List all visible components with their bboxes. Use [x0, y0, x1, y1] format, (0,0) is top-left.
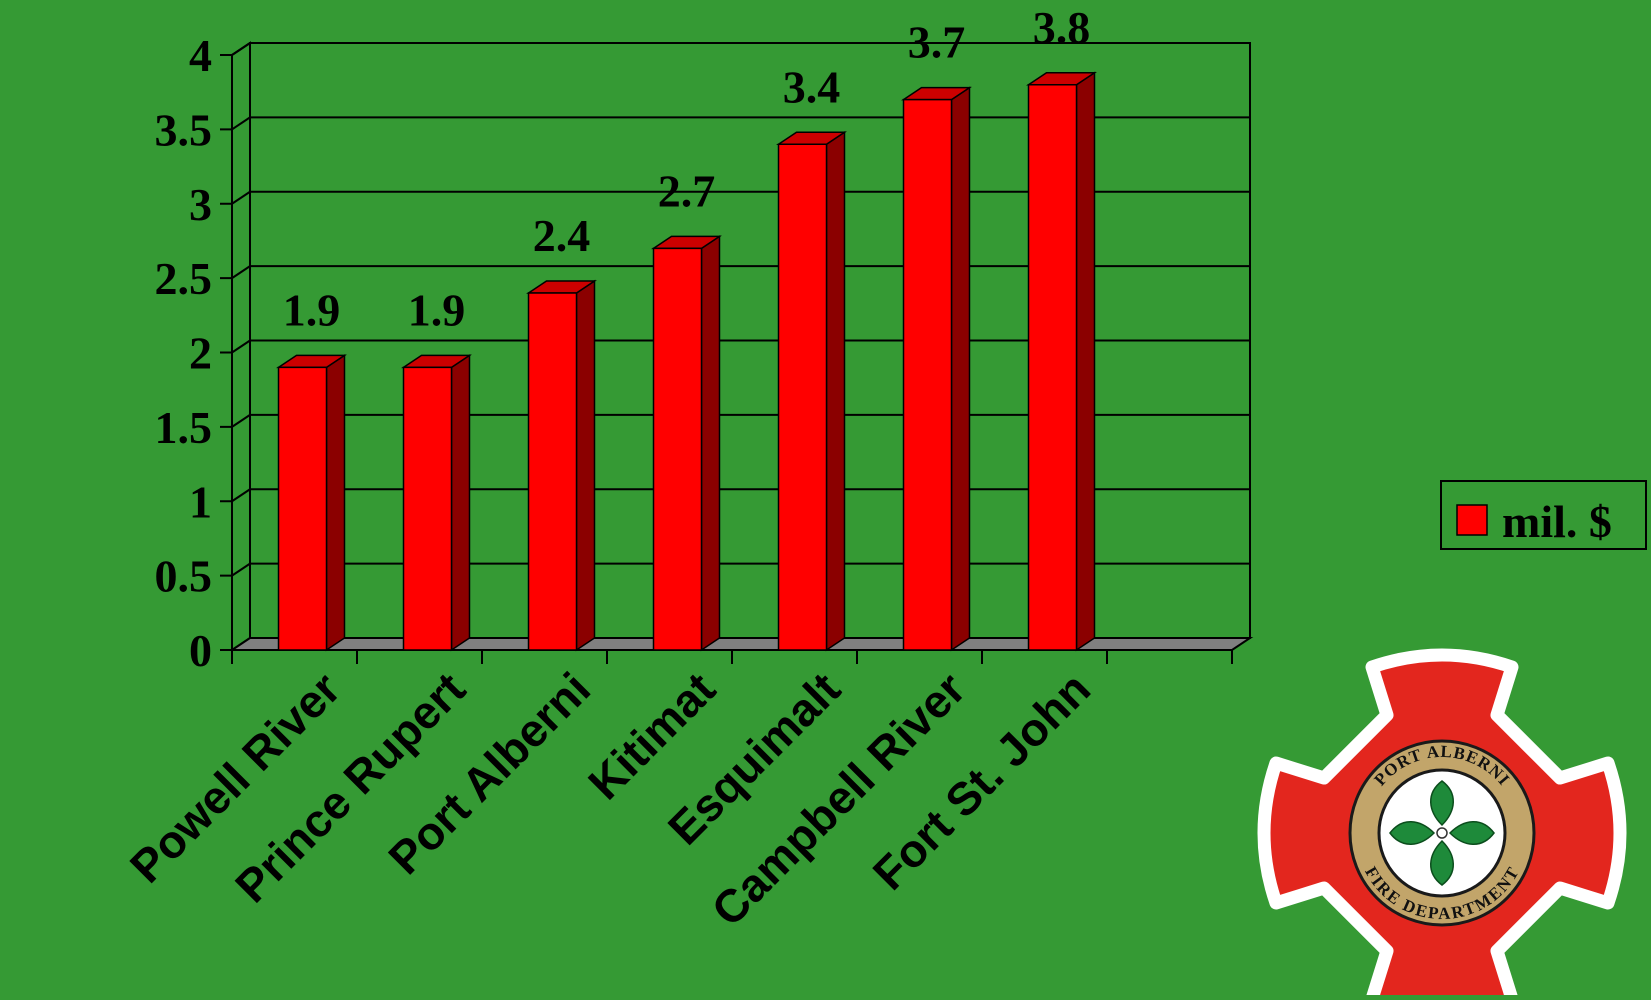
leaf-cluster-icon [1389, 780, 1495, 886]
bar-side [825, 130, 846, 652]
bar-side [575, 279, 596, 652]
y-tick-label: 0.5 [155, 551, 213, 602]
gridline-depth [231, 562, 251, 577]
gridline-depth [231, 265, 251, 279]
legend-box [1440, 480, 1647, 550]
gridlines [231, 42, 1250, 577]
plot-area [231, 41, 1251, 652]
bar [401, 353, 472, 652]
bar [1026, 71, 1097, 652]
chart-floor [228, 637, 1254, 651]
gridline-depth [231, 414, 251, 428]
y-tick-label: 1.5 [155, 402, 213, 453]
y-tick-label: 1 [189, 476, 212, 527]
bar [776, 130, 847, 652]
legend-label: mil. $ [1502, 496, 1612, 547]
y-tick-labels: 0 0.5 1 1.5 2 2.5 3 3.5 4 [155, 30, 213, 676]
y-tick-label: 2 [189, 328, 212, 379]
data-label: 1.9 [408, 284, 466, 335]
bar-front [402, 366, 453, 651]
data-label: 1.9 [283, 284, 341, 335]
bar [276, 353, 347, 652]
fire-department-logo: PORT ALBERNI FIRE DEPARTMENT [1257, 648, 1627, 1000]
bar-side [450, 353, 471, 652]
legend: mil. $ [1440, 480, 1647, 550]
data-label: 3.8 [1033, 2, 1091, 53]
bar-front [652, 247, 703, 651]
y-tick-label: 3.5 [155, 104, 213, 155]
gridline-depth [231, 339, 251, 354]
y-tick-label: 3 [189, 179, 212, 230]
bar-front [777, 143, 828, 651]
y-tick-label: 4 [189, 30, 212, 81]
gridline-depth [231, 42, 251, 56]
legend-swatch [1456, 504, 1488, 536]
bar-side [950, 86, 971, 652]
floor [228, 637, 1254, 651]
bar-front [527, 292, 578, 651]
y-tick-label: 2.5 [155, 253, 213, 304]
category-label: Fort St. John [863, 662, 1100, 899]
bar [901, 86, 972, 652]
data-label: 3.4 [783, 61, 841, 112]
y-tick-label: 0 [189, 625, 212, 676]
gridline-depth [231, 488, 251, 503]
data-label: 2.7 [658, 165, 716, 216]
bar-side [325, 353, 346, 652]
bar [651, 234, 722, 652]
bar [526, 279, 597, 652]
bar-side [700, 234, 721, 652]
gridline-depth [231, 190, 251, 205]
data-label: 3.7 [908, 17, 966, 68]
bar-front [1027, 84, 1078, 651]
bar-side [1075, 71, 1096, 652]
data-label: 2.4 [533, 210, 591, 261]
bars [276, 71, 1097, 652]
gridline-depth [231, 116, 251, 131]
bar-front [902, 98, 953, 651]
bar-front [277, 366, 328, 651]
data-labels: 1.9 1.9 2.4 2.7 3.4 3.7 3.8 [283, 2, 1091, 336]
